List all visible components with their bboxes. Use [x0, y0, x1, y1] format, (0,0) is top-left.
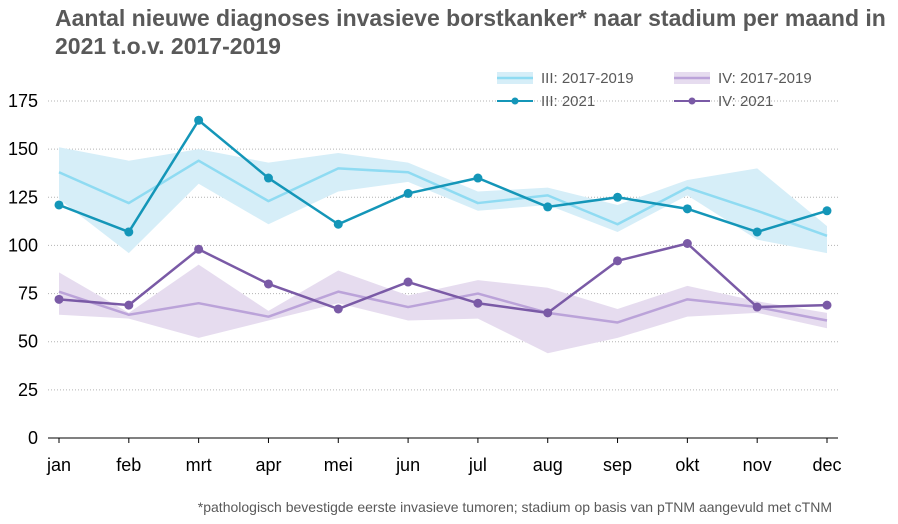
band-mean-line-1: [58, 290, 828, 324]
legend-swatch-marker-3: [688, 97, 696, 105]
legend-label-1: IV: 2017-2019: [718, 70, 812, 87]
y-tick-label-25: 25: [18, 380, 38, 400]
x-tick-label-mrt: mrt: [186, 455, 212, 475]
band-area-0: [59, 147, 827, 254]
series-line-1: [58, 242, 828, 315]
y-tick-label-50: 50: [18, 332, 38, 352]
range-bands: [58, 147, 828, 354]
series-line-0: [58, 119, 828, 234]
series-0-point-mrt: [194, 115, 204, 125]
series-0-point-sep: [613, 192, 623, 202]
series-1-point-sep: [613, 256, 623, 266]
series-0-point-dec: [822, 206, 832, 216]
series-1-point-feb: [124, 300, 134, 310]
series-1-point-nov: [752, 302, 762, 312]
series-0-point-mei: [333, 219, 343, 229]
x-tick-label-jun: jun: [395, 455, 420, 475]
series-lines: [54, 115, 832, 318]
legend-label-3: IV: 2021: [718, 93, 773, 110]
gridlines: [48, 100, 838, 391]
x-tick-label-apr: apr: [255, 455, 281, 475]
legend: III: 2017-2019 IV: 2017-2019 III: 2021 IV: …: [497, 70, 812, 110]
x-tick-label-dec: dec: [812, 455, 841, 475]
x-tick-label-aug: aug: [533, 455, 563, 475]
x-tick-label-nov: nov: [743, 455, 772, 475]
x-tick-label-feb: feb: [116, 455, 141, 475]
x-tick-label-jan: jan: [46, 455, 71, 475]
footnote: *pathologisch bevestigde eerste invasiev…: [197, 499, 832, 515]
x-tick-label-jul: jul: [468, 455, 487, 475]
series-1-point-jun: [403, 277, 413, 287]
y-tick-label-100: 100: [8, 235, 38, 255]
y-tick-label-175: 175: [8, 91, 38, 111]
series-1-point-aug: [543, 308, 553, 318]
y-tick-label-125: 125: [8, 187, 38, 207]
legend-swatch-marker-2: [511, 97, 519, 105]
series-1-point-apr: [263, 279, 273, 289]
series-1-point-dec: [822, 300, 832, 310]
series-0-point-apr: [263, 173, 273, 183]
series-0-point-okt: [682, 204, 692, 214]
legend-label-0: III: 2017-2019: [541, 70, 634, 87]
series-1-point-jul: [473, 298, 483, 308]
series-1-point-mei: [333, 304, 343, 314]
y-tick-label-75: 75: [18, 284, 38, 304]
series-1-point-mrt: [194, 244, 204, 254]
y-tick-label-0: 0: [28, 428, 38, 448]
series-0-point-nov: [752, 227, 762, 237]
series-1-point-okt: [682, 239, 692, 249]
series-0-point-feb: [124, 227, 134, 237]
legend-label-2: III: 2021: [541, 93, 595, 110]
series-0-point-aug: [543, 202, 553, 212]
chart-title: Aantal nieuwe diagnoses invasieve borstk…: [55, 5, 886, 59]
series-0-point-jul: [473, 173, 483, 183]
axes: 0 25 50 75 100 125 150 175 jan feb mrt apr mei jun jul…: [8, 91, 842, 475]
series-0-point-jun: [403, 188, 413, 198]
series-1-point-jan: [54, 294, 64, 304]
series-0-point-jan: [54, 200, 64, 210]
band-area-1: [59, 264, 827, 354]
x-tick-label-sep: sep: [603, 455, 632, 475]
x-tick-label-okt: okt: [675, 455, 699, 475]
x-tick-label-mei: mei: [324, 455, 353, 475]
y-tick-label-150: 150: [8, 139, 38, 159]
band-mean-line-0: [58, 159, 828, 237]
